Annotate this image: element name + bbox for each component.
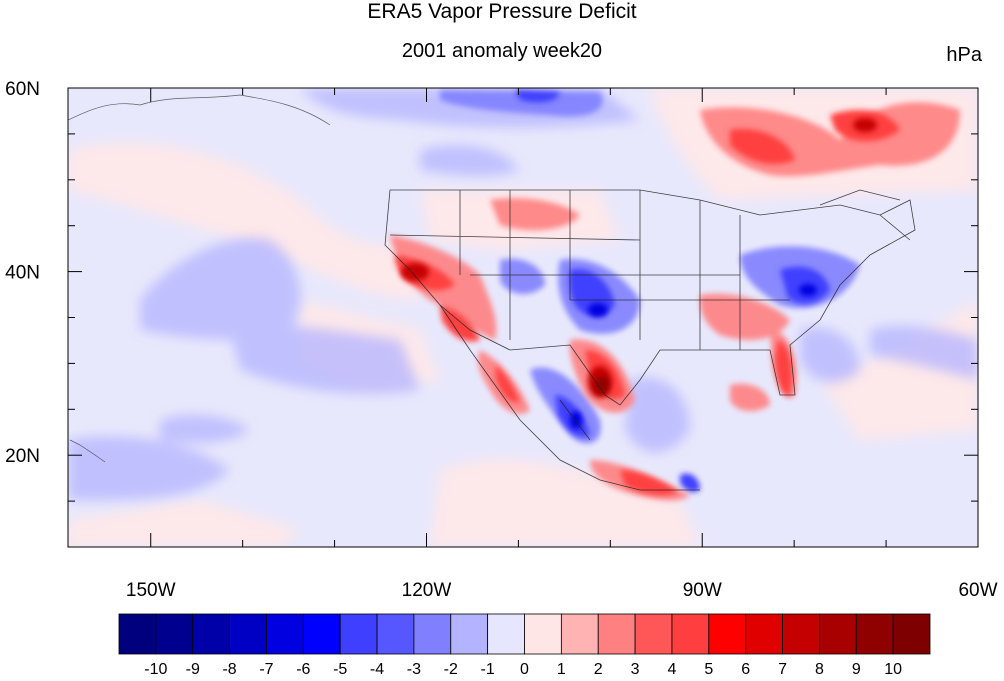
colorbar-level-label: 8 — [815, 661, 824, 678]
axis-labels: 150W 120W 90W 60W 60N 40N 20N — [5, 79, 997, 601]
colorbar-level-label: 6 — [741, 661, 750, 678]
lat-label: 60N — [5, 79, 40, 100]
lon-label: 90W — [683, 580, 722, 601]
colorbar-level-label: -5 — [333, 661, 347, 678]
colorbar-level-label: 9 — [852, 661, 861, 678]
colorbar-level-label: -2 — [444, 661, 458, 678]
colorbar-level-label: -7 — [259, 661, 273, 678]
colorbar-labels: -10 -9 -8 -7 -6 -5 -4 -3 -2 -1 0 1 2 3 4 5 6 7 8 9 10 — [144, 661, 902, 678]
colorbar-swatch — [192, 613, 230, 655]
colorbar-level-label: -8 — [222, 661, 236, 678]
colorbar-level-label: 10 — [884, 661, 902, 678]
colorbar-swatch — [118, 613, 157, 655]
colorbar-level-label: 2 — [594, 661, 603, 678]
colorbar-swatch — [597, 613, 636, 655]
colorbar-swatch — [782, 613, 820, 655]
colorbar-level-label: 4 — [668, 661, 677, 678]
colorbar-swatch — [229, 613, 267, 655]
colorbar-level-label: -4 — [370, 661, 384, 678]
colorbar-level-label: 3 — [631, 661, 640, 678]
colorbar-level-label: 7 — [778, 661, 787, 678]
colorbar-swatch — [487, 613, 525, 655]
map-title: ERA5 Vapor Pressure Deficit — [367, 0, 637, 23]
colorbar-swatch — [450, 613, 489, 655]
colorbar-swatch — [376, 613, 415, 655]
colorbar-level-label: -6 — [296, 661, 310, 678]
colorbar-swatch — [819, 613, 857, 655]
lon-label: 60W — [958, 580, 997, 601]
map-subtitle: 2001 anomaly week20 — [401, 40, 603, 62]
colorbar-swatch — [339, 613, 378, 655]
lon-label: 120W — [402, 580, 452, 601]
lon-label: 150W — [126, 580, 176, 601]
colorbar-swatch — [155, 613, 194, 655]
colorbar-swatch — [892, 613, 931, 655]
colorbar-level-label: 0 — [520, 661, 529, 678]
anomaly-field — [68, 88, 978, 547]
colorbar-swatch — [708, 613, 747, 655]
colorbar-level-label: -1 — [481, 661, 495, 678]
colorbar-swatch — [855, 613, 894, 655]
colorbar-level-label: -10 — [144, 661, 167, 678]
colorbar-level-label: -3 — [407, 661, 421, 678]
colorbar-swatch — [413, 613, 452, 655]
colorbar-swatch — [524, 613, 562, 655]
colorbar-level-label: 5 — [704, 661, 713, 678]
lat-label: 20N — [5, 446, 40, 467]
colorbar-swatch — [302, 613, 341, 655]
units-label: hPa — [946, 44, 982, 66]
colorbar-swatch — [671, 613, 710, 655]
colorbar-swatch — [560, 613, 599, 655]
lat-label: 40N — [5, 263, 40, 284]
colorbar-level-label: -9 — [186, 661, 200, 678]
colorbar — [118, 613, 931, 655]
axis-ticks — [68, 87, 979, 548]
colorbar-swatch — [266, 613, 304, 655]
colorbar-swatch — [745, 613, 783, 655]
colorbar-swatch — [634, 613, 673, 655]
colorbar-level-label: 1 — [557, 661, 566, 678]
